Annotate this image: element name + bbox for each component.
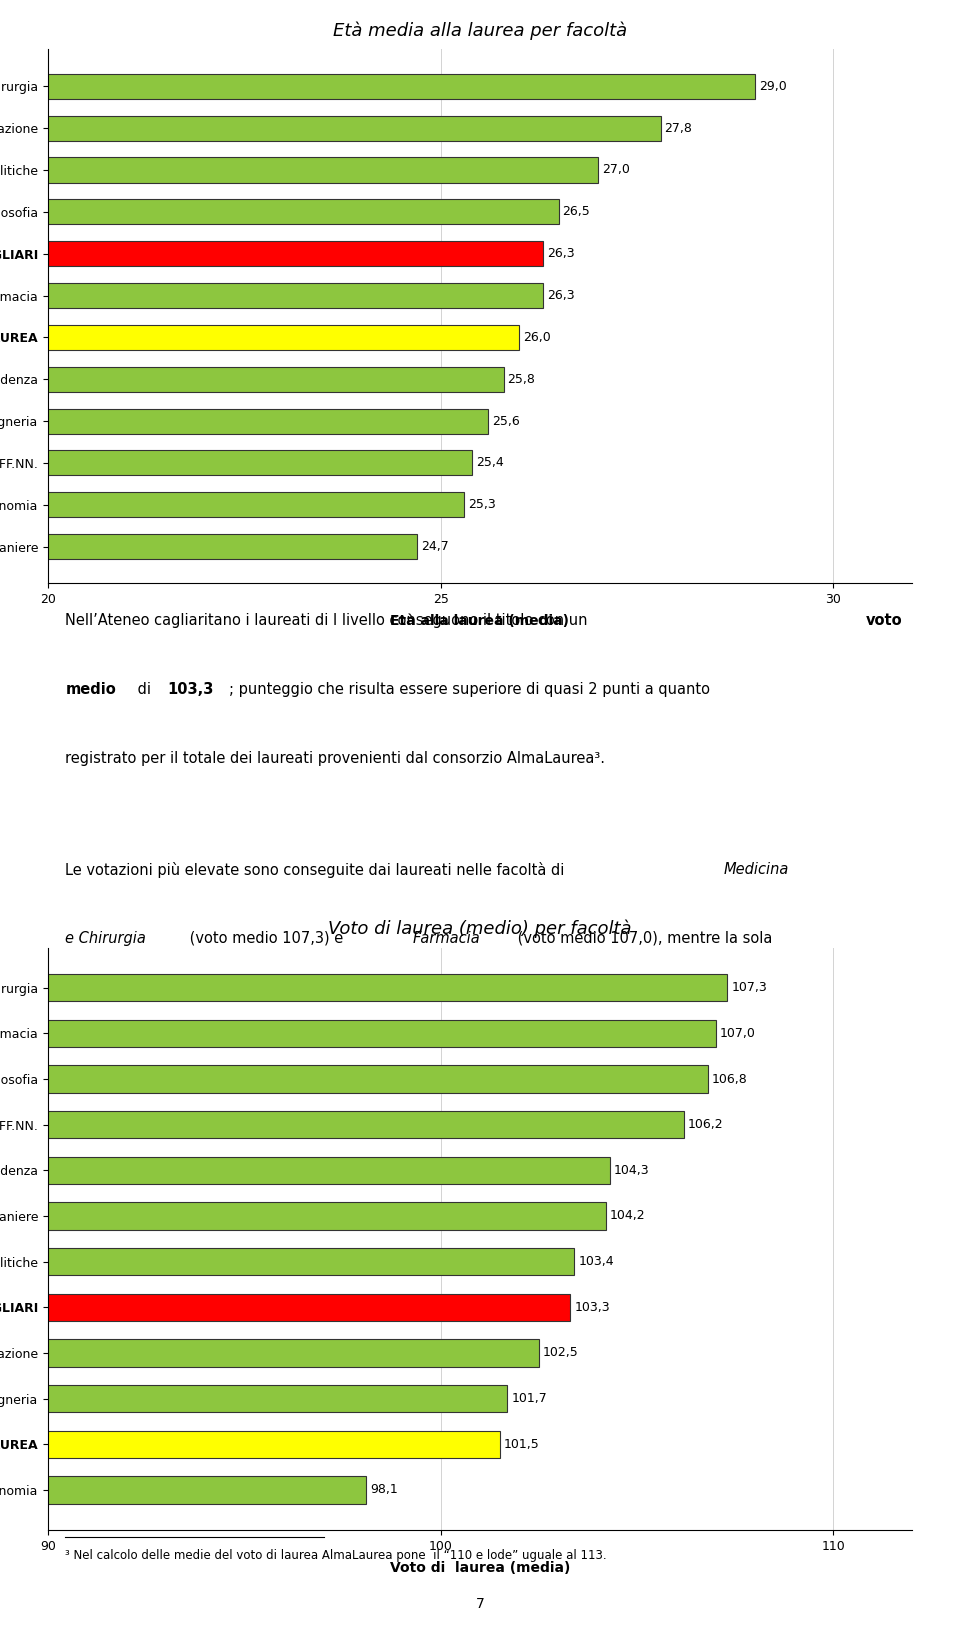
Bar	[0, 199, 559, 224]
Text: 106,2: 106,2	[688, 1119, 724, 1131]
Text: 25,3: 25,3	[468, 498, 496, 511]
Text: 103,4: 103,4	[578, 1256, 613, 1269]
Text: 24,7: 24,7	[421, 541, 449, 554]
Text: 103,3: 103,3	[574, 1300, 610, 1313]
Bar	[0, 1384, 508, 1412]
Text: (voto medio 107,0), mentre la sola: (voto medio 107,0), mentre la sola	[513, 931, 772, 946]
Bar	[0, 115, 660, 140]
Title: Voto di laurea (medio) per facoltà: Voto di laurea (medio) per facoltà	[328, 920, 632, 938]
Bar	[0, 1020, 715, 1046]
Text: Farmacia: Farmacia	[413, 931, 480, 946]
Bar	[0, 158, 598, 183]
Text: facoltà di: facoltà di	[65, 1000, 138, 1015]
Text: 104,2: 104,2	[610, 1210, 645, 1223]
Bar	[0, 409, 488, 433]
Text: 107,0: 107,0	[720, 1027, 756, 1040]
Bar	[0, 493, 465, 517]
Text: - con un voto medio di 98,1 - registra un punteggio più: - con un voto medio di 98,1 - registra u…	[262, 1000, 674, 1015]
Bar	[0, 283, 542, 308]
Text: 7: 7	[475, 1597, 485, 1610]
Text: e Chirurgia: e Chirurgia	[65, 931, 146, 946]
Bar	[0, 1294, 570, 1322]
Text: 101,7: 101,7	[512, 1393, 547, 1406]
Text: 27,0: 27,0	[602, 163, 630, 176]
Text: 103,3: 103,3	[167, 682, 214, 697]
Text: 29,0: 29,0	[758, 79, 786, 92]
Text: ; punteggio che risulta essere superiore di quasi 2 punti a quanto: ; punteggio che risulta essere superiore…	[229, 682, 710, 697]
Bar	[0, 366, 504, 392]
X-axis label: Voto di  laurea (media): Voto di laurea (media)	[390, 1561, 570, 1575]
Text: 25,4: 25,4	[476, 456, 504, 470]
Bar	[0, 1248, 574, 1276]
Bar	[0, 241, 542, 267]
Text: 98,1: 98,1	[370, 1483, 397, 1496]
Bar	[0, 325, 519, 349]
Bar	[0, 1430, 499, 1458]
Text: 26,0: 26,0	[523, 331, 551, 344]
Bar	[0, 450, 472, 476]
Text: 101,5: 101,5	[504, 1437, 540, 1450]
Text: (voto medio 107,3) e: (voto medio 107,3) e	[184, 931, 348, 946]
Bar	[0, 1203, 606, 1229]
X-axis label: Età alla laurea (media): Età alla laurea (media)	[391, 615, 569, 628]
Text: Medicina: Medicina	[724, 862, 789, 877]
Bar	[0, 1477, 366, 1503]
Bar	[0, 1340, 539, 1366]
Text: 25,6: 25,6	[492, 415, 519, 427]
Text: 27,8: 27,8	[664, 122, 692, 135]
Text: medio: medio	[65, 682, 116, 697]
Text: 107,3: 107,3	[732, 981, 767, 994]
Bar	[0, 1111, 684, 1139]
Text: 104,3: 104,3	[613, 1163, 649, 1177]
Bar	[0, 74, 755, 99]
Text: di: di	[132, 682, 156, 697]
Text: registrato per il totale dei laureati provenienti dal consorzio AlmaLaurea³.: registrato per il totale dei laureati pr…	[65, 751, 605, 766]
Text: Economia: Economia	[167, 1000, 239, 1015]
Text: voto: voto	[865, 613, 902, 628]
Text: Le votazioni più elevate sono conseguite dai laureati nelle facoltà di: Le votazioni più elevate sono conseguite…	[65, 862, 569, 878]
Bar	[0, 1065, 708, 1093]
Bar	[0, 534, 418, 559]
Text: 26,3: 26,3	[547, 288, 574, 302]
Text: 102,5: 102,5	[542, 1346, 579, 1360]
Bar	[0, 1157, 610, 1183]
Title: Età media alla laurea per facoltà: Età media alla laurea per facoltà	[333, 21, 627, 40]
Text: Nell’Ateneo cagliaritano i laureati di I livello conseguono il titolo con un: Nell’Ateneo cagliaritano i laureati di I…	[65, 613, 592, 628]
Text: 25,8: 25,8	[508, 372, 536, 386]
Text: ³ Nel calcolo delle medie del voto di laurea AlmaLaurea pone  il “110 e lode” ug: ³ Nel calcolo delle medie del voto di la…	[65, 1549, 607, 1562]
Text: 26,3: 26,3	[547, 247, 574, 260]
Text: basso rispetto al dato nazionale.: basso rispetto al dato nazionale.	[65, 1070, 304, 1084]
Bar	[0, 974, 728, 1002]
Text: 106,8: 106,8	[711, 1073, 748, 1086]
Text: 26,5: 26,5	[563, 206, 590, 218]
